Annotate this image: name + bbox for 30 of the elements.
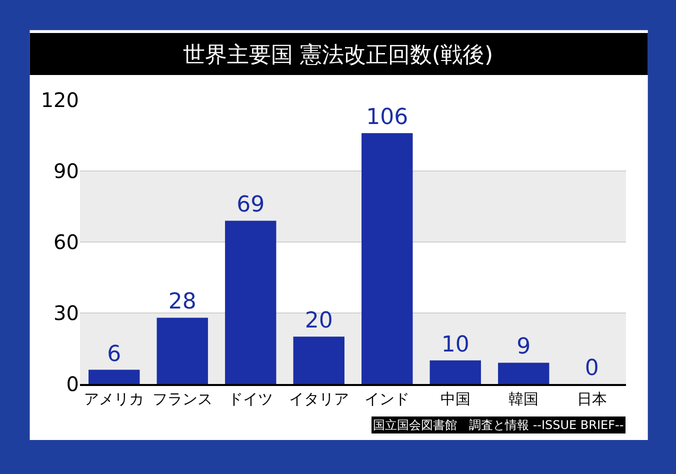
data-label: 20 bbox=[304, 308, 333, 334]
y-tick-label: 120 bbox=[40, 88, 79, 112]
x-tick-label: インド bbox=[364, 390, 410, 408]
x-tick-label: 日本 bbox=[576, 390, 607, 408]
bar bbox=[362, 133, 413, 384]
y-tick-label: 0 bbox=[66, 372, 79, 396]
text: 国立国会図書館 調査と情報 --ISSUE BRIEF-- bbox=[373, 418, 624, 432]
bar bbox=[498, 362, 550, 384]
data-label: 10 bbox=[441, 332, 470, 358]
y-tick-label: 90 bbox=[54, 159, 79, 183]
data-label: 9 bbox=[516, 334, 531, 360]
bar bbox=[430, 360, 481, 384]
data-label: 69 bbox=[236, 192, 265, 218]
data-label: 106 bbox=[366, 105, 408, 130]
y-tick-label: 60 bbox=[54, 230, 79, 254]
x-tick-label: ドイツ bbox=[228, 390, 274, 408]
x-tick-label: イタリア bbox=[288, 390, 349, 408]
bar bbox=[88, 370, 140, 384]
data-label: 0 bbox=[584, 356, 599, 381]
x-tick-label: フランス bbox=[152, 390, 212, 408]
bar bbox=[156, 318, 208, 384]
x-tick-label: 中国 bbox=[440, 390, 470, 408]
bar bbox=[293, 336, 344, 384]
bar bbox=[225, 220, 276, 384]
chart-title: 世界主要国 憲法改正回数(戦後) bbox=[182, 43, 494, 68]
data-label: 6 bbox=[107, 342, 122, 367]
y-tick-label: 30 bbox=[54, 301, 79, 325]
x-tick-label: アメリカ bbox=[84, 390, 144, 408]
x-tick-label: 韓国 bbox=[508, 390, 539, 408]
data-label: 28 bbox=[168, 290, 196, 315]
